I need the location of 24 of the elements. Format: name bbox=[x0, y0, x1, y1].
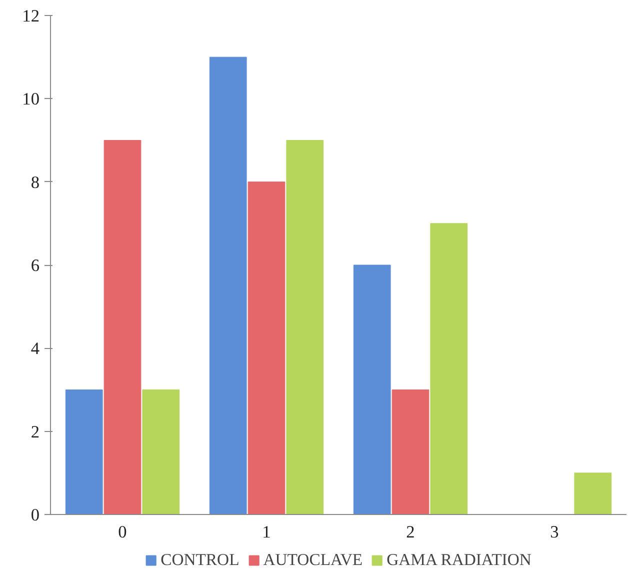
y-tick-label: 0 bbox=[30, 506, 40, 524]
y-tick-label: 2 bbox=[30, 422, 40, 442]
x-tick-label: 1 bbox=[262, 522, 271, 542]
bar bbox=[142, 390, 180, 514]
bar bbox=[392, 390, 430, 514]
y-tick-label: 12 bbox=[22, 6, 40, 26]
x-tick-label: 2 bbox=[406, 522, 415, 542]
bar bbox=[209, 56, 247, 514]
x-tick-label: 0 bbox=[118, 522, 127, 542]
y-tick-label: 8 bbox=[30, 172, 40, 192]
x-tick-label: 3 bbox=[550, 522, 559, 542]
y-tick-label: 10 bbox=[22, 90, 40, 109]
legend-label: AUTOCLAVE bbox=[263, 550, 363, 570]
bar bbox=[353, 264, 391, 514]
y-tick-label: 4 bbox=[30, 339, 40, 358]
bar bbox=[104, 140, 142, 514]
bar bbox=[286, 140, 324, 514]
y-tick-label: 6 bbox=[30, 256, 40, 275]
bar bbox=[574, 472, 612, 514]
legend-label: GAMA RADIATION bbox=[386, 550, 532, 570]
legend-label: CONTROL bbox=[160, 550, 240, 570]
bar bbox=[248, 182, 286, 514]
bar bbox=[430, 223, 468, 514]
bar bbox=[65, 390, 103, 514]
